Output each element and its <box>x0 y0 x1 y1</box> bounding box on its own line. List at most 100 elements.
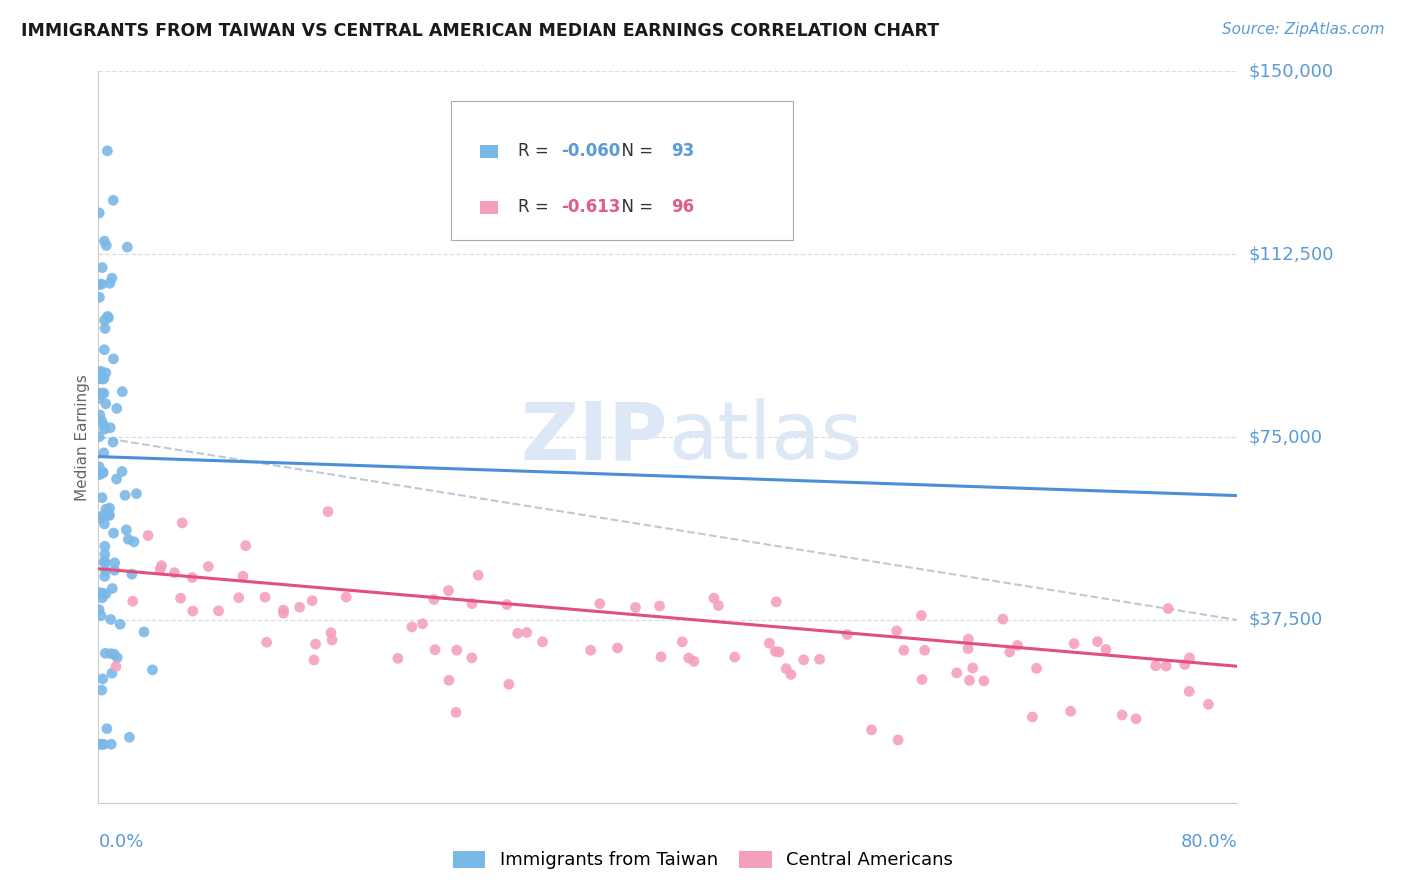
Point <box>506 626 529 640</box>
Point <box>94 502 117 516</box>
Point <box>412 616 434 631</box>
Point <box>1144 658 1167 673</box>
Point <box>579 643 602 657</box>
Point <box>1063 637 1085 651</box>
Point <box>111 384 134 399</box>
Text: $75,000: $75,000 <box>1249 428 1323 446</box>
Point <box>765 644 787 658</box>
Point <box>96 144 118 158</box>
Point <box>516 625 538 640</box>
Text: -0.613: -0.613 <box>561 198 620 217</box>
Point <box>91 737 114 751</box>
Point <box>115 523 138 537</box>
Point <box>91 260 114 275</box>
Point <box>91 465 114 479</box>
Point <box>437 673 460 688</box>
Point <box>94 564 117 578</box>
Point <box>94 539 117 553</box>
Point <box>321 632 343 647</box>
Point <box>758 636 780 650</box>
Point <box>893 643 915 657</box>
Point <box>1021 710 1043 724</box>
Point <box>957 641 980 656</box>
Point <box>93 234 115 248</box>
Point <box>235 539 257 553</box>
Text: R =: R = <box>517 143 554 161</box>
Text: Source: ZipAtlas.com: Source: ZipAtlas.com <box>1222 22 1385 37</box>
Point <box>103 526 125 541</box>
Point <box>104 556 127 570</box>
Point <box>89 277 111 292</box>
Text: 0.0%: 0.0% <box>98 833 143 851</box>
Point <box>768 645 790 659</box>
Point <box>423 642 446 657</box>
FancyBboxPatch shape <box>479 145 498 158</box>
Point <box>100 737 122 751</box>
Point <box>103 351 125 366</box>
Point <box>97 310 120 324</box>
Point <box>93 386 115 401</box>
Point <box>1095 642 1118 657</box>
Point <box>1025 661 1047 675</box>
Point <box>98 501 121 516</box>
Point <box>91 491 114 505</box>
Point <box>121 594 143 608</box>
Point <box>91 508 114 523</box>
Point <box>683 654 706 668</box>
Point <box>703 591 725 606</box>
Point <box>998 645 1021 659</box>
Point <box>89 430 111 444</box>
Point <box>444 706 467 720</box>
Point <box>93 313 115 327</box>
Point <box>94 366 117 380</box>
Point <box>765 595 787 609</box>
Point <box>91 586 114 600</box>
Point <box>256 635 278 649</box>
Point <box>93 343 115 357</box>
Point <box>89 392 111 406</box>
Text: -0.060: -0.060 <box>561 143 620 161</box>
Point <box>93 418 115 433</box>
Point <box>423 592 446 607</box>
Point <box>172 516 194 530</box>
Point <box>793 653 815 667</box>
Point <box>1174 657 1197 672</box>
Point <box>335 590 357 604</box>
Point <box>973 673 995 688</box>
Point <box>1197 698 1219 712</box>
Point <box>98 508 121 522</box>
Point <box>94 547 117 561</box>
Point <box>89 737 111 751</box>
Point <box>1059 704 1081 718</box>
Point <box>304 637 326 651</box>
Point <box>105 472 128 486</box>
Point <box>1178 684 1201 698</box>
Text: $150,000: $150,000 <box>1249 62 1333 80</box>
Point <box>96 238 118 252</box>
Point <box>93 446 115 460</box>
Point <box>886 624 908 638</box>
Point <box>467 568 489 582</box>
Point <box>232 569 254 583</box>
Point <box>498 677 520 691</box>
Point <box>316 505 339 519</box>
Point <box>89 386 111 401</box>
Point <box>273 603 295 617</box>
Point <box>103 647 125 661</box>
Text: 96: 96 <box>671 198 695 217</box>
Point <box>860 723 883 737</box>
Text: 80.0%: 80.0% <box>1181 833 1237 851</box>
Point <box>181 604 204 618</box>
Point <box>89 372 111 386</box>
Point <box>707 599 730 613</box>
Point <box>125 486 148 500</box>
Point <box>197 559 219 574</box>
Legend: Immigrants from Taiwan, Central Americans: Immigrants from Taiwan, Central American… <box>444 842 962 879</box>
Point <box>911 673 934 687</box>
Point <box>89 290 111 304</box>
Point <box>90 366 112 380</box>
Point <box>150 558 173 573</box>
Point <box>118 731 141 745</box>
Point <box>90 683 112 698</box>
Point <box>91 672 114 686</box>
